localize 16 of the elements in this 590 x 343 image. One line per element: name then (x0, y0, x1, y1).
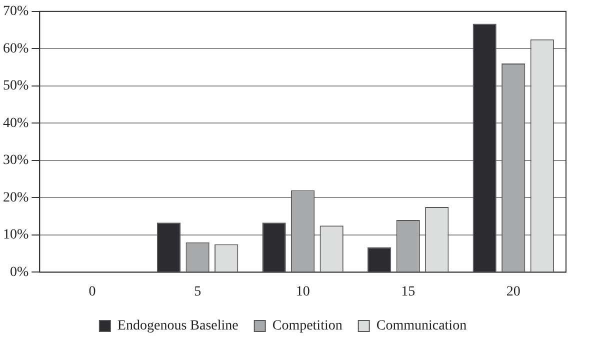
y-tick-label: 20% (2, 190, 29, 206)
y-tick-label: 10% (2, 228, 29, 243)
legend-label: Endogenous Baseline (117, 318, 238, 334)
y-tick-label: 70% (2, 4, 29, 20)
legend-label: Competition (272, 318, 342, 334)
x-tick-label: 15 (401, 284, 416, 300)
y-tick-label: 0% (10, 264, 29, 280)
x-tick-label: 5 (194, 284, 202, 300)
x-tick-label: 10 (296, 284, 310, 300)
y-tick-label: 60% (2, 41, 29, 56)
legend-label: Communication (376, 318, 467, 334)
y-tick-label: 50% (2, 78, 29, 94)
x-tick-label: 0 (88, 284, 96, 300)
y-tick-label: 30% (2, 153, 29, 168)
y-tick-label: 40% (2, 116, 29, 131)
x-tick-label: 20 (506, 284, 520, 300)
